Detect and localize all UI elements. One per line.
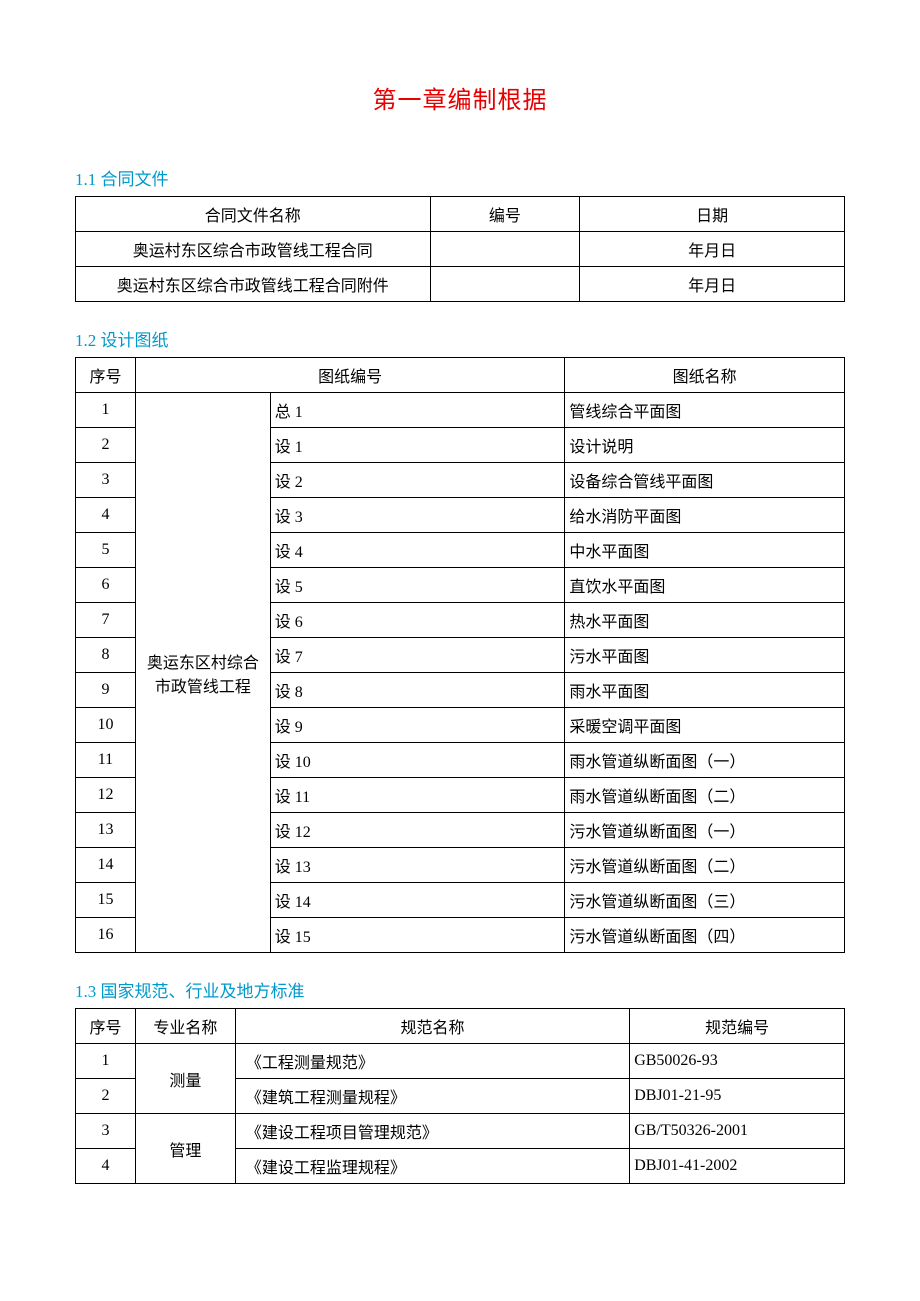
cell-seq: 3	[76, 463, 136, 498]
cell-drawing-name: 污水管道纵断面图（四）	[565, 918, 845, 953]
cell-drawing-name: 雨水管道纵断面图（二）	[565, 778, 845, 813]
cell-seq: 3	[76, 1114, 136, 1149]
header-drawing-name: 图纸名称	[565, 358, 845, 393]
header-standard-code: 规范编号	[630, 1009, 845, 1044]
cell-standard-code: GB/T50326-2001	[630, 1114, 845, 1149]
cell-drawing-name: 雨水平面图	[565, 673, 845, 708]
cell-seq: 11	[76, 743, 136, 778]
cell-seq: 1	[76, 1044, 136, 1079]
header-drawing-no: 图纸编号	[135, 358, 564, 393]
cell-seq: 6	[76, 568, 136, 603]
drawing-table: 序号 图纸编号 图纸名称 1 奥运东区村综合市政管线工程 总 1 管线综合平面图…	[75, 357, 845, 953]
cell-drawing-name: 设计说明	[565, 428, 845, 463]
header-spec: 专业名称	[135, 1009, 235, 1044]
cell-drawing-num: 设 11	[270, 778, 565, 813]
cell-standard-name: 《建设工程监理规程》	[235, 1149, 629, 1184]
cell-drawing-num: 设 10	[270, 743, 565, 778]
cell-seq: 4	[76, 498, 136, 533]
table-row: 奥运村东区综合市政管线工程合同附件 年月日	[76, 267, 845, 302]
header-seq: 序号	[76, 358, 136, 393]
cell-drawing-num: 设 2	[270, 463, 565, 498]
cell-seq: 7	[76, 603, 136, 638]
header-standard-name: 规范名称	[235, 1009, 629, 1044]
cell-drawing-num: 设 12	[270, 813, 565, 848]
cell-standard-name: 《建筑工程测量规程》	[235, 1079, 629, 1114]
cell-drawing-name: 污水管道纵断面图（三）	[565, 883, 845, 918]
header-contract-number: 编号	[430, 197, 580, 232]
cell-standard-code: DBJ01-41-2002	[630, 1149, 845, 1184]
cell-spec: 测量	[135, 1044, 235, 1114]
cell-drawing-name: 污水管道纵断面图（一）	[565, 813, 845, 848]
cell-drawing-name: 直饮水平面图	[565, 568, 845, 603]
table-row: 1 奥运东区村综合市政管线工程 总 1 管线综合平面图	[76, 393, 845, 428]
cell-standard-name: 《工程测量规范》	[235, 1044, 629, 1079]
cell-seq: 12	[76, 778, 136, 813]
cell-seq: 9	[76, 673, 136, 708]
cell-drawing-name: 污水管道纵断面图（二）	[565, 848, 845, 883]
cell-contract-name: 奥运村东区综合市政管线工程合同附件	[76, 267, 431, 302]
cell-drawing-name: 管线综合平面图	[565, 393, 845, 428]
cell-seq: 14	[76, 848, 136, 883]
table-row: 奥运村东区综合市政管线工程合同 年月日	[76, 232, 845, 267]
cell-drawing-num: 设 4	[270, 533, 565, 568]
cell-seq: 2	[76, 1079, 136, 1114]
cell-drawing-name: 污水平面图	[565, 638, 845, 673]
cell-drawing-num: 设 8	[270, 673, 565, 708]
cell-drawing-num: 设 3	[270, 498, 565, 533]
cell-drawing-name: 设备综合管线平面图	[565, 463, 845, 498]
cell-standard-name: 《建设工程项目管理规范》	[235, 1114, 629, 1149]
cell-drawing-num: 设 9	[270, 708, 565, 743]
cell-seq: 8	[76, 638, 136, 673]
cell-drawing-num: 总 1	[270, 393, 565, 428]
cell-drawing-num: 设 15	[270, 918, 565, 953]
section-2-title: 1.2 设计图纸	[75, 326, 845, 351]
chapter-title: 第一章编制根据	[75, 80, 845, 115]
cell-standard-code: GB50026-93	[630, 1044, 845, 1079]
section-1-title: 1.1 合同文件	[75, 165, 845, 190]
cell-drawing-num: 设 5	[270, 568, 565, 603]
cell-seq: 10	[76, 708, 136, 743]
standards-table: 序号 专业名称 规范名称 规范编号 1 测量 《工程测量规范》 GB50026-…	[75, 1008, 845, 1184]
cell-seq: 5	[76, 533, 136, 568]
cell-drawing-num: 设 1	[270, 428, 565, 463]
cell-drawing-num: 设 14	[270, 883, 565, 918]
contract-table: 合同文件名称 编号 日期 奥运村东区综合市政管线工程合同 年月日 奥运村东区综合…	[75, 196, 845, 302]
cell-drawing-num: 设 7	[270, 638, 565, 673]
cell-contract-number	[430, 232, 580, 267]
cell-project-name: 奥运东区村综合市政管线工程	[135, 393, 270, 953]
table-row: 3 管理 《建设工程项目管理规范》 GB/T50326-2001	[76, 1114, 845, 1149]
header-contract-date: 日期	[580, 197, 845, 232]
cell-contract-number	[430, 267, 580, 302]
header-contract-name: 合同文件名称	[76, 197, 431, 232]
section-3-title: 1.3 国家规范、行业及地方标准	[75, 977, 845, 1002]
cell-seq: 1	[76, 393, 136, 428]
cell-drawing-name: 雨水管道纵断面图（一）	[565, 743, 845, 778]
cell-seq: 4	[76, 1149, 136, 1184]
cell-seq: 2	[76, 428, 136, 463]
cell-drawing-num: 设 13	[270, 848, 565, 883]
cell-contract-date: 年月日	[580, 232, 845, 267]
cell-contract-date: 年月日	[580, 267, 845, 302]
cell-standard-code: DBJ01-21-95	[630, 1079, 845, 1114]
header-seq: 序号	[76, 1009, 136, 1044]
cell-drawing-name: 热水平面图	[565, 603, 845, 638]
cell-spec: 管理	[135, 1114, 235, 1184]
cell-seq: 13	[76, 813, 136, 848]
cell-drawing-name: 中水平面图	[565, 533, 845, 568]
cell-drawing-num: 设 6	[270, 603, 565, 638]
cell-seq: 15	[76, 883, 136, 918]
table-row: 1 测量 《工程测量规范》 GB50026-93	[76, 1044, 845, 1079]
cell-drawing-name: 采暖空调平面图	[565, 708, 845, 743]
cell-drawing-name: 给水消防平面图	[565, 498, 845, 533]
cell-contract-name: 奥运村东区综合市政管线工程合同	[76, 232, 431, 267]
cell-seq: 16	[76, 918, 136, 953]
